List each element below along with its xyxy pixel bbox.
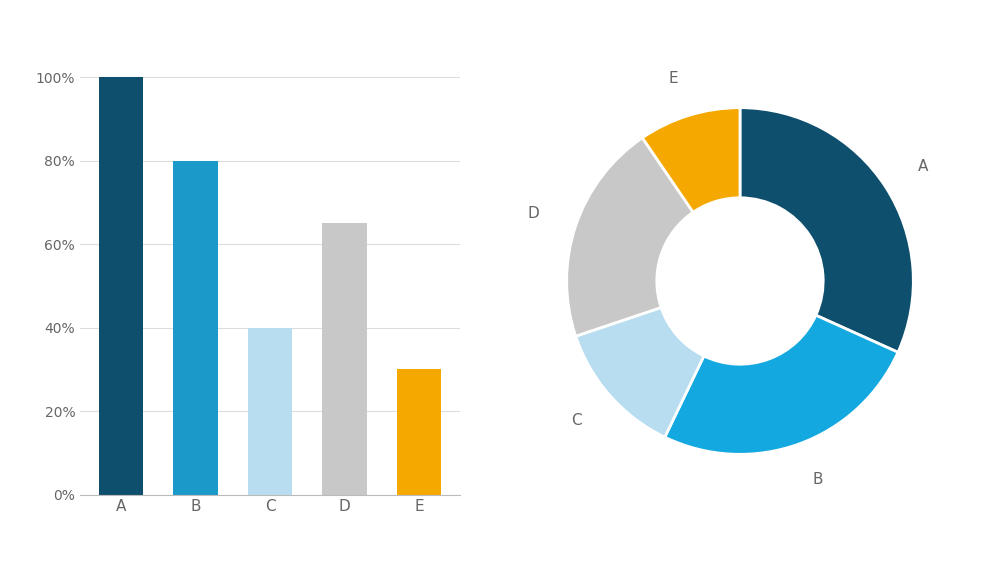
Bar: [397, 369, 441, 495]
Bar: [173, 161, 218, 495]
Text: E: E: [668, 71, 678, 87]
Wedge shape: [665, 315, 898, 454]
Bar: [99, 77, 143, 495]
Wedge shape: [642, 108, 740, 212]
Wedge shape: [567, 138, 693, 336]
Bar: [248, 328, 292, 495]
Wedge shape: [740, 108, 913, 352]
Text: B: B: [812, 472, 823, 487]
Text: C: C: [571, 414, 581, 428]
Text: D: D: [528, 206, 540, 221]
Bar: [322, 223, 367, 495]
Text: A: A: [918, 159, 928, 174]
Wedge shape: [576, 307, 704, 437]
